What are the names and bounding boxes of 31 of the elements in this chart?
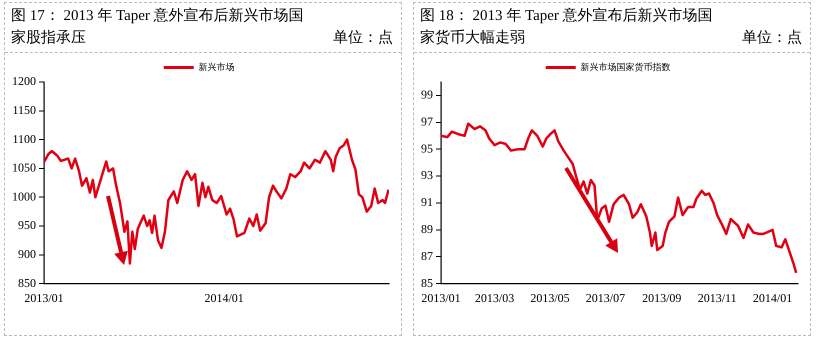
y-tick-label: 1200 — [12, 74, 36, 88]
y-tick-label: 95 — [421, 141, 433, 156]
legend-label: 新兴市场 — [198, 62, 234, 73]
x-tick-label: 2013/01 — [421, 290, 461, 305]
y-tick-label: 89 — [421, 222, 433, 236]
x-tick-label: 2014/01 — [204, 290, 244, 305]
x-tick-label: 2013/03 — [474, 290, 514, 305]
x-tick-label: 2014/01 — [752, 290, 792, 305]
x-tick-label: 2013/09 — [642, 290, 682, 305]
x-tick-label: 2013/05 — [530, 290, 570, 305]
y-tick-label: 1100 — [12, 132, 36, 146]
y-tick-label: 85 — [421, 276, 433, 290]
y-tick-label: 97 — [421, 114, 433, 128]
y-tick-label: 1000 — [12, 189, 36, 204]
chart-title: 图 17： 2013 年 Taper 意外宣布后新兴市场国家股指承压 — [11, 8, 304, 46]
y-tick-label: 1150 — [12, 102, 36, 117]
y-tick-label: 93 — [421, 168, 433, 182]
chart-title: 图 18： 2013 年 Taper 意外宣布后新兴市场国家货币大幅走弱 — [420, 8, 713, 46]
y-tick-label: 99 — [421, 88, 433, 102]
x-tick-label: 2013/01 — [24, 290, 64, 305]
legend-label: 新兴市场国家货币指数 — [580, 62, 670, 73]
y-tick-label: 91 — [421, 195, 433, 210]
y-tick-label: 1050 — [12, 160, 36, 175]
x-tick-label: 2013/07 — [586, 290, 626, 305]
y-tick-label: 900 — [18, 246, 36, 261]
y-axis-title: 单位：点 — [742, 28, 802, 48]
y-axis-title: 单位：点 — [333, 28, 393, 48]
y-tick-label: 87 — [421, 248, 433, 263]
x-tick-label: 2013/11 — [698, 290, 737, 305]
y-tick-label: 850 — [18, 276, 36, 290]
y-tick-label: 950 — [18, 218, 36, 232]
